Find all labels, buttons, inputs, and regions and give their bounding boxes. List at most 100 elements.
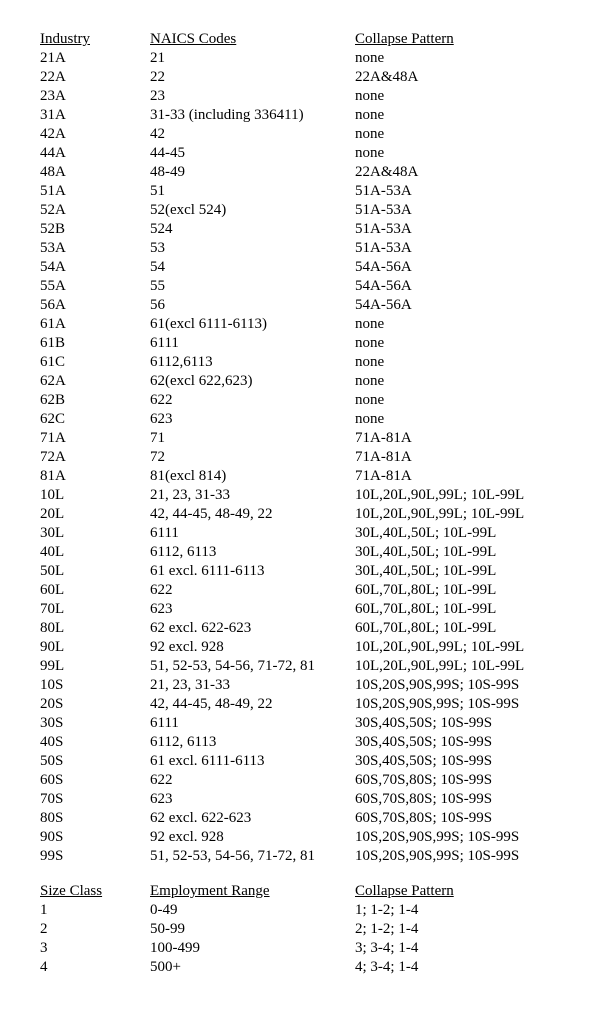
table-cell: 50L bbox=[40, 562, 150, 581]
table-row: 72A7271A-81A bbox=[40, 448, 560, 467]
table-cell: 51A bbox=[40, 182, 150, 201]
table-cell: 99L bbox=[40, 657, 150, 676]
table-cell: 61(excl 6111-6113) bbox=[150, 315, 355, 334]
table-cell: 31A bbox=[40, 106, 150, 125]
table-cell: 55 bbox=[150, 277, 355, 296]
table-row: 50L61 excl. 6111-611330L,40L,50L; 10L-99… bbox=[40, 562, 560, 581]
table-cell: 30L,40L,50L; 10L-99L bbox=[355, 562, 560, 581]
table-cell: 622 bbox=[150, 391, 355, 410]
table-cell: none bbox=[355, 125, 560, 144]
table-cell: 55A bbox=[40, 277, 150, 296]
table-cell: 81A bbox=[40, 467, 150, 486]
table-cell: 92 excl. 928 bbox=[150, 638, 355, 657]
table-row: 50S61 excl. 6111-611330S,40S,50S; 10S-99… bbox=[40, 752, 560, 771]
table-cell: 100-499 bbox=[150, 939, 355, 958]
table-cell: 53A bbox=[40, 239, 150, 258]
table-row: 20S42, 44-45, 48-49, 2210S,20S,90S,99S; … bbox=[40, 695, 560, 714]
table-cell: 54A-56A bbox=[355, 258, 560, 277]
table-row: 21A21none bbox=[40, 49, 560, 68]
table-cell: 71 bbox=[150, 429, 355, 448]
industry-naics-table: Industry NAICS Codes Collapse Pattern 21… bbox=[40, 30, 560, 977]
table-cell: 62 excl. 622-623 bbox=[150, 619, 355, 638]
table-row: 4500+4; 3-4; 1-4 bbox=[40, 958, 560, 977]
table-cell: none bbox=[355, 315, 560, 334]
table-cell: 21, 23, 31-33 bbox=[150, 676, 355, 695]
table-row: 20L42, 44-45, 48-49, 2210L,20L,90L,99L; … bbox=[40, 505, 560, 524]
table-cell: 51A-53A bbox=[355, 220, 560, 239]
table-cell: 71A bbox=[40, 429, 150, 448]
table-cell: 60S,70S,80S; 10S-99S bbox=[355, 790, 560, 809]
table-cell: 54A-56A bbox=[355, 296, 560, 315]
header-collapse: Collapse Pattern bbox=[355, 30, 560, 49]
table-cell: 30S,40S,50S; 10S-99S bbox=[355, 714, 560, 733]
table-row: 10-491; 1-2; 1-4 bbox=[40, 901, 560, 920]
table-cell: 10L,20L,90L,99L; 10L-99L bbox=[355, 505, 560, 524]
table-cell: 53 bbox=[150, 239, 355, 258]
table-cell: 1 bbox=[40, 901, 150, 920]
table-cell: 61B bbox=[40, 334, 150, 353]
table-cell: 1; 1-2; 1-4 bbox=[355, 901, 560, 920]
table-cell: 92 excl. 928 bbox=[150, 828, 355, 847]
table-cell: 71A-81A bbox=[355, 467, 560, 486]
table-row: 51A5151A-53A bbox=[40, 182, 560, 201]
table-row: 60S62260S,70S,80S; 10S-99S bbox=[40, 771, 560, 790]
header-size-class: Size Class bbox=[40, 882, 150, 901]
table-cell: 51, 52-53, 54-56, 71-72, 81 bbox=[150, 847, 355, 866]
table-row: 90L92 excl. 92810L,20L,90L,99L; 10L-99L bbox=[40, 638, 560, 657]
table-row: 81A81(excl 814)71A-81A bbox=[40, 467, 560, 486]
table-cell: 42A bbox=[40, 125, 150, 144]
table-cell: 10S bbox=[40, 676, 150, 695]
table-row: 80L62 excl. 622-62360L,70L,80L; 10L-99L bbox=[40, 619, 560, 638]
table-row: 44A44-45none bbox=[40, 144, 560, 163]
table-cell: 30S bbox=[40, 714, 150, 733]
table-cell: 40S bbox=[40, 733, 150, 752]
table-cell: 90S bbox=[40, 828, 150, 847]
table-row: 31A31-33 (including 336411)none bbox=[40, 106, 560, 125]
table-row: 54A5454A-56A bbox=[40, 258, 560, 277]
table-row: 10S21, 23, 31-3310S,20S,90S,99S; 10S-99S bbox=[40, 676, 560, 695]
table-row: 42A42none bbox=[40, 125, 560, 144]
table-cell: 60S bbox=[40, 771, 150, 790]
table-row: 61C6112,6113none bbox=[40, 353, 560, 372]
table-cell: 40L bbox=[40, 543, 150, 562]
table2-header-row: Size Class Employment Range Collapse Pat… bbox=[40, 882, 560, 901]
table-cell: none bbox=[355, 87, 560, 106]
table-cell: 21A bbox=[40, 49, 150, 68]
table-cell: none bbox=[355, 334, 560, 353]
table-cell: 72 bbox=[150, 448, 355, 467]
table-row: 22A2222A&48A bbox=[40, 68, 560, 87]
table-row: 60L62260L,70L,80L; 10L-99L bbox=[40, 581, 560, 600]
table-cell: 10S,20S,90S,99S; 10S-99S bbox=[355, 676, 560, 695]
table-cell: 6111 bbox=[150, 524, 355, 543]
table-cell: 71A-81A bbox=[355, 429, 560, 448]
table-row: 3100-4993; 3-4; 1-4 bbox=[40, 939, 560, 958]
table-cell: 80S bbox=[40, 809, 150, 828]
table-cell: 22A&48A bbox=[355, 68, 560, 87]
table-row: 62C623none bbox=[40, 410, 560, 429]
table-cell: none bbox=[355, 353, 560, 372]
table-cell: 20S bbox=[40, 695, 150, 714]
table-cell: 54 bbox=[150, 258, 355, 277]
table-cell: 30L bbox=[40, 524, 150, 543]
table-cell: 42 bbox=[150, 125, 355, 144]
table-cell: 62B bbox=[40, 391, 150, 410]
table-cell: 3; 3-4; 1-4 bbox=[355, 939, 560, 958]
table-cell: 72A bbox=[40, 448, 150, 467]
table-cell: 524 bbox=[150, 220, 355, 239]
table-cell: 2 bbox=[40, 920, 150, 939]
table-cell: 62 excl. 622-623 bbox=[150, 809, 355, 828]
table-cell: 623 bbox=[150, 600, 355, 619]
table-cell: none bbox=[355, 410, 560, 429]
table-cell: 99S bbox=[40, 847, 150, 866]
table-cell: 42, 44-45, 48-49, 22 bbox=[150, 505, 355, 524]
table-cell: 54A-56A bbox=[355, 277, 560, 296]
table-row: 99S51, 52-53, 54-56, 71-72, 8110S,20S,90… bbox=[40, 847, 560, 866]
table-cell: 6111 bbox=[150, 334, 355, 353]
table-cell: 30L,40L,50L; 10L-99L bbox=[355, 524, 560, 543]
table-row: 71A7171A-81A bbox=[40, 429, 560, 448]
table1-header-row: Industry NAICS Codes Collapse Pattern bbox=[40, 30, 560, 49]
table-row: 40S6112, 611330S,40S,50S; 10S-99S bbox=[40, 733, 560, 752]
header-employment-range: Employment Range bbox=[150, 882, 355, 901]
table-row: 99L51, 52-53, 54-56, 71-72, 8110L,20L,90… bbox=[40, 657, 560, 676]
table-cell: 62(excl 622,623) bbox=[150, 372, 355, 391]
